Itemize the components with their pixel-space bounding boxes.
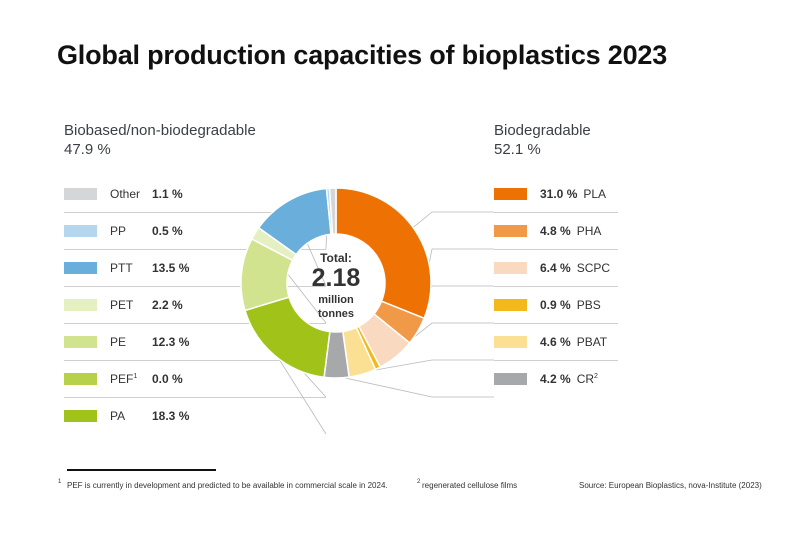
legend-item-pha: 4.8 % PHA <box>494 212 618 250</box>
legend-label: CR2 <box>576 371 598 386</box>
legend-value: 18.3 % <box>152 408 190 423</box>
center-total-label: Total: <box>320 251 352 265</box>
legend-value: 2.2 % <box>152 297 183 312</box>
legend-value: 0.9 % <box>540 297 571 312</box>
legend-item-other: Other 1.1 % <box>64 175 326 213</box>
footnote-divider <box>67 469 216 471</box>
legend-label: SCPC <box>576 260 611 275</box>
legend-item-scpc: 6.4 % SCPC <box>494 249 618 287</box>
group-total: 47.9 % <box>64 141 111 158</box>
legend-swatch <box>64 335 97 348</box>
legend-item-pla: 31.0 % PLA <box>494 175 618 213</box>
legend-label: PA <box>110 408 126 423</box>
donut-slices <box>240 187 432 379</box>
legend-swatch <box>494 261 527 274</box>
legend-swatch <box>494 298 527 311</box>
legend-value: 4.2 % <box>540 371 571 386</box>
legend-swatch <box>64 372 97 385</box>
legend-value: 0.0 % <box>152 371 183 386</box>
center-label: Total: 2.18 million tonnes <box>312 251 361 320</box>
legend-value: 1.1 % <box>152 186 183 201</box>
source-note: Source: European Bioplastics, nova-Insti… <box>579 481 762 490</box>
legend-item-pa: PA 18.3 % <box>64 397 326 434</box>
legend-label: PBAT <box>576 334 608 349</box>
legend-swatch <box>494 224 527 237</box>
center-unit-line1: million <box>318 294 354 306</box>
legend-label: PET <box>110 297 134 312</box>
legend-item-pbs: 0.9 % PBS <box>494 286 618 324</box>
group-name: Biobased/non-biodegradable <box>64 122 256 139</box>
legend-label: PTT <box>110 260 133 275</box>
footnote-ref: 1 <box>133 372 138 380</box>
legend-swatch <box>64 224 97 237</box>
legend-value: 4.6 % <box>540 334 571 349</box>
legend-swatch <box>64 409 97 422</box>
group-heading-nonbiodegradable: Biobased/non-biodegradable 47.9 % <box>64 121 256 159</box>
legend-value: 6.4 % <box>540 260 571 275</box>
legend-value: 4.8 % <box>540 223 571 238</box>
legend-swatch <box>64 298 97 311</box>
footnote-1-mark: 1 <box>58 479 62 485</box>
legend-swatch <box>64 187 97 200</box>
legend-item-pef: PEF1 0.0 % <box>64 360 326 398</box>
legend-label: PE <box>110 334 127 349</box>
slice-pla <box>335 187 432 320</box>
center-unit-line2: tonnes <box>318 308 354 320</box>
chart-title: Global production capacities of bioplast… <box>57 40 668 70</box>
legend-value: 31.0 % <box>540 186 578 201</box>
legend-item-pp: PP 0.5 % <box>64 212 326 250</box>
legend-swatch <box>494 335 527 348</box>
group-total: 52.1 % <box>494 141 541 158</box>
legend-value: 0.5 % <box>152 223 183 238</box>
legend-item-cr: 4.2 % CR2 <box>494 360 618 397</box>
legend-label: Other <box>110 186 141 201</box>
legend-label: PHA <box>576 223 602 238</box>
legend-label: PP <box>110 223 127 238</box>
slice-other <box>328 187 337 235</box>
legend-value: 12.3 % <box>152 334 190 349</box>
legend-item-pbat: 4.6 % PBAT <box>494 323 618 361</box>
legend-label: PEF1 <box>110 371 138 386</box>
leader-line-cr <box>336 375 494 398</box>
legend-item-ptt: PTT 13.5 % <box>64 249 326 287</box>
legend-item-pet: PET 2.2 % <box>64 286 326 324</box>
leader-line-pbat <box>361 359 494 373</box>
footnote-ref: 2 <box>594 372 598 380</box>
group-heading-biodegradable: Biodegradable 52.1 % <box>494 121 591 159</box>
footnote-2-mark: 2 <box>417 479 421 485</box>
legend-label: PBS <box>576 297 601 312</box>
legend-swatch <box>494 187 527 200</box>
footnote-2: regenerated cellulose films <box>422 481 518 490</box>
legend-item-pe: PE 12.3 % <box>64 323 326 361</box>
legend-value: 13.5 % <box>152 260 190 275</box>
leader-line-pa <box>275 353 327 435</box>
center-total-value: 2.18 <box>312 264 361 292</box>
group-name: Biodegradable <box>494 122 591 139</box>
legend-label: PLA <box>583 186 607 201</box>
legend-swatch <box>494 372 527 385</box>
legend-swatch <box>64 261 97 274</box>
footnote-1: PEF is currently in development and pred… <box>67 481 388 490</box>
